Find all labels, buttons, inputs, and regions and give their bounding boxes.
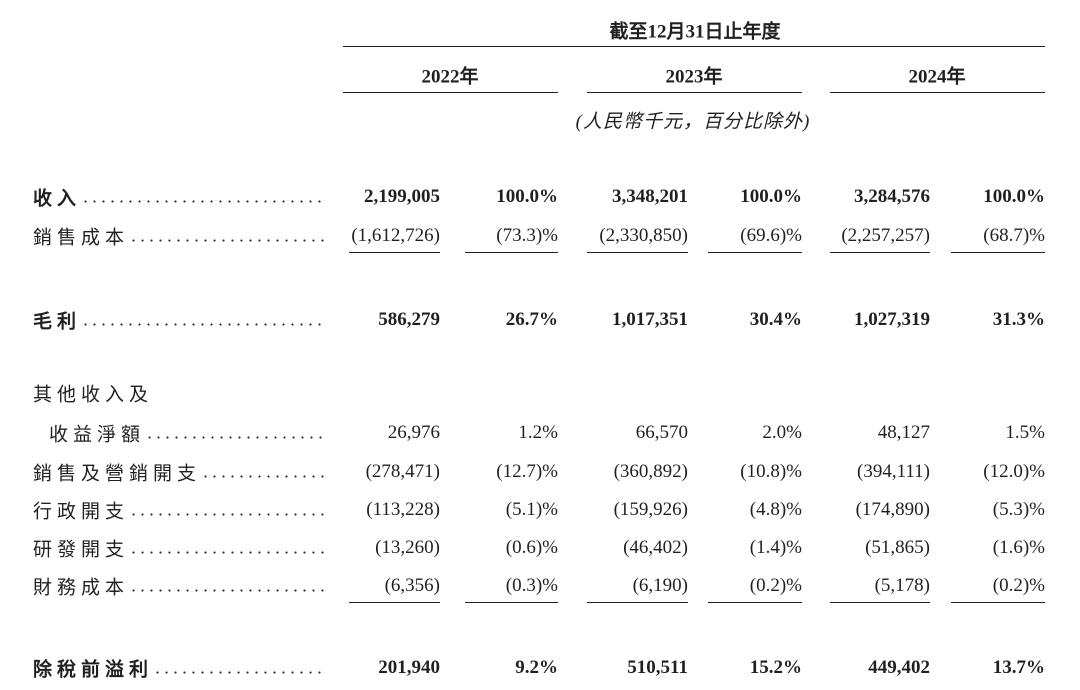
table-cell: (6,356) <box>384 575 440 596</box>
table-cell: 2.0% <box>762 422 802 443</box>
table-cell: (1.4)% <box>749 537 802 558</box>
table-cell: 31.3% <box>992 309 1045 330</box>
table-cell: 66,570 <box>635 422 688 443</box>
table-cell: 48,127 <box>877 422 930 443</box>
table-cell: 449,402 <box>868 657 930 678</box>
table-cell: 1.5% <box>1005 422 1045 443</box>
sum-rule <box>708 602 802 603</box>
dot-leader <box>129 513 326 516</box>
table-cell: (0.3)% <box>505 575 558 596</box>
table-cell: 100.0% <box>740 186 802 207</box>
unit-note: (人民幣千元，百分比除外) <box>575 111 811 133</box>
row-label: 其他收入及 <box>33 384 154 406</box>
row-label: 毛利 <box>33 311 82 333</box>
table-cell: (51,865) <box>865 537 930 558</box>
table-cell: (69.6)% <box>740 225 802 246</box>
sum-rule <box>349 602 440 603</box>
sum-rule <box>587 252 688 253</box>
table-cell: (0.2)% <box>749 575 802 596</box>
table-cell: 2,199,005 <box>364 186 440 207</box>
dot-leader <box>129 239 326 242</box>
table-cell: 26.7% <box>505 309 558 330</box>
table-cell: 1,017,351 <box>612 309 688 330</box>
year-header: 2023年 <box>665 66 723 88</box>
table-cell: (394,111) <box>857 461 930 482</box>
row-label: 收入 <box>33 188 82 210</box>
table-cell: (2,257,257) <box>841 225 930 246</box>
table-cell: 100.0% <box>496 186 558 207</box>
year-rule <box>830 92 1045 93</box>
table-cell: 13.7% <box>992 657 1045 678</box>
table-cell: (13,260) <box>375 537 440 558</box>
table-cell: (5,178) <box>874 575 930 596</box>
sum-rule <box>587 602 688 603</box>
table-cell: 100.0% <box>983 186 1045 207</box>
table-cell: (159,926) <box>613 499 688 520</box>
row-label: 除稅前溢利 <box>33 659 154 681</box>
dot-leader <box>145 436 326 439</box>
period-header: 截至12月31日止年度 <box>609 21 781 43</box>
table-cell: (4.8)% <box>749 499 802 520</box>
row-label: 財務成本 <box>33 577 130 599</box>
table-cell: (6,190) <box>632 575 688 596</box>
dot-leader <box>81 200 326 203</box>
dot-leader <box>81 323 326 326</box>
row-label: 銷售及營銷開支 <box>33 463 202 485</box>
table-cell: (1.6)% <box>992 537 1045 558</box>
sum-rule <box>830 252 930 253</box>
table-cell: 15.2% <box>749 657 802 678</box>
sum-rule <box>349 252 440 253</box>
row-label: 銷售成本 <box>33 227 130 249</box>
table-cell: (2,330,850) <box>599 225 688 246</box>
dot-leader <box>201 475 326 478</box>
table-cell: (0.2)% <box>992 575 1045 596</box>
table-cell: 3,348,201 <box>612 186 688 207</box>
table-cell: 30.4% <box>749 309 802 330</box>
table-cell: (0.6)% <box>505 537 558 558</box>
year-header: 2022年 <box>421 66 479 88</box>
table-cell: 1.2% <box>518 422 558 443</box>
table-cell: (174,890) <box>855 499 930 520</box>
table-cell: 3,284,576 <box>854 186 930 207</box>
row-label: 行政開支 <box>33 501 130 523</box>
dot-leader <box>129 551 326 554</box>
year-rule <box>587 92 802 93</box>
table-cell: 586,279 <box>378 309 440 330</box>
table-cell: 26,976 <box>387 422 440 443</box>
table-cell: 9.2% <box>515 657 558 678</box>
year-rule <box>343 92 558 93</box>
sum-rule <box>708 252 802 253</box>
table-cell: (12.0)% <box>983 461 1045 482</box>
table-cell: (68.7)% <box>983 225 1045 246</box>
table-cell: 510,511 <box>627 657 688 678</box>
dot-leader <box>129 589 326 592</box>
table-cell: (10.8)% <box>740 461 802 482</box>
row-label: 研發開支 <box>33 539 130 561</box>
table-cell: (113,228) <box>366 499 440 520</box>
table-cell: (278,471) <box>365 461 440 482</box>
table-cell: 201,940 <box>378 657 440 678</box>
table-cell: (5.1)% <box>505 499 558 520</box>
sum-rule <box>465 602 558 603</box>
sum-rule <box>830 602 930 603</box>
sum-rule <box>951 252 1045 253</box>
sum-rule <box>951 602 1045 603</box>
header-rule <box>343 46 1045 47</box>
year-header: 2024年 <box>908 66 966 88</box>
sum-rule <box>465 252 558 253</box>
table-cell: (1,612,726) <box>351 225 440 246</box>
table-cell: (5.3)% <box>992 499 1045 520</box>
table-cell: (360,892) <box>613 461 688 482</box>
row-label: 收益淨額 <box>49 424 146 446</box>
table-cell: (12.7)% <box>496 461 558 482</box>
table-cell: (46,402) <box>623 537 688 558</box>
table-cell: 1,027,319 <box>854 309 930 330</box>
table-cell: (73.3)% <box>496 225 558 246</box>
dot-leader <box>153 671 326 674</box>
